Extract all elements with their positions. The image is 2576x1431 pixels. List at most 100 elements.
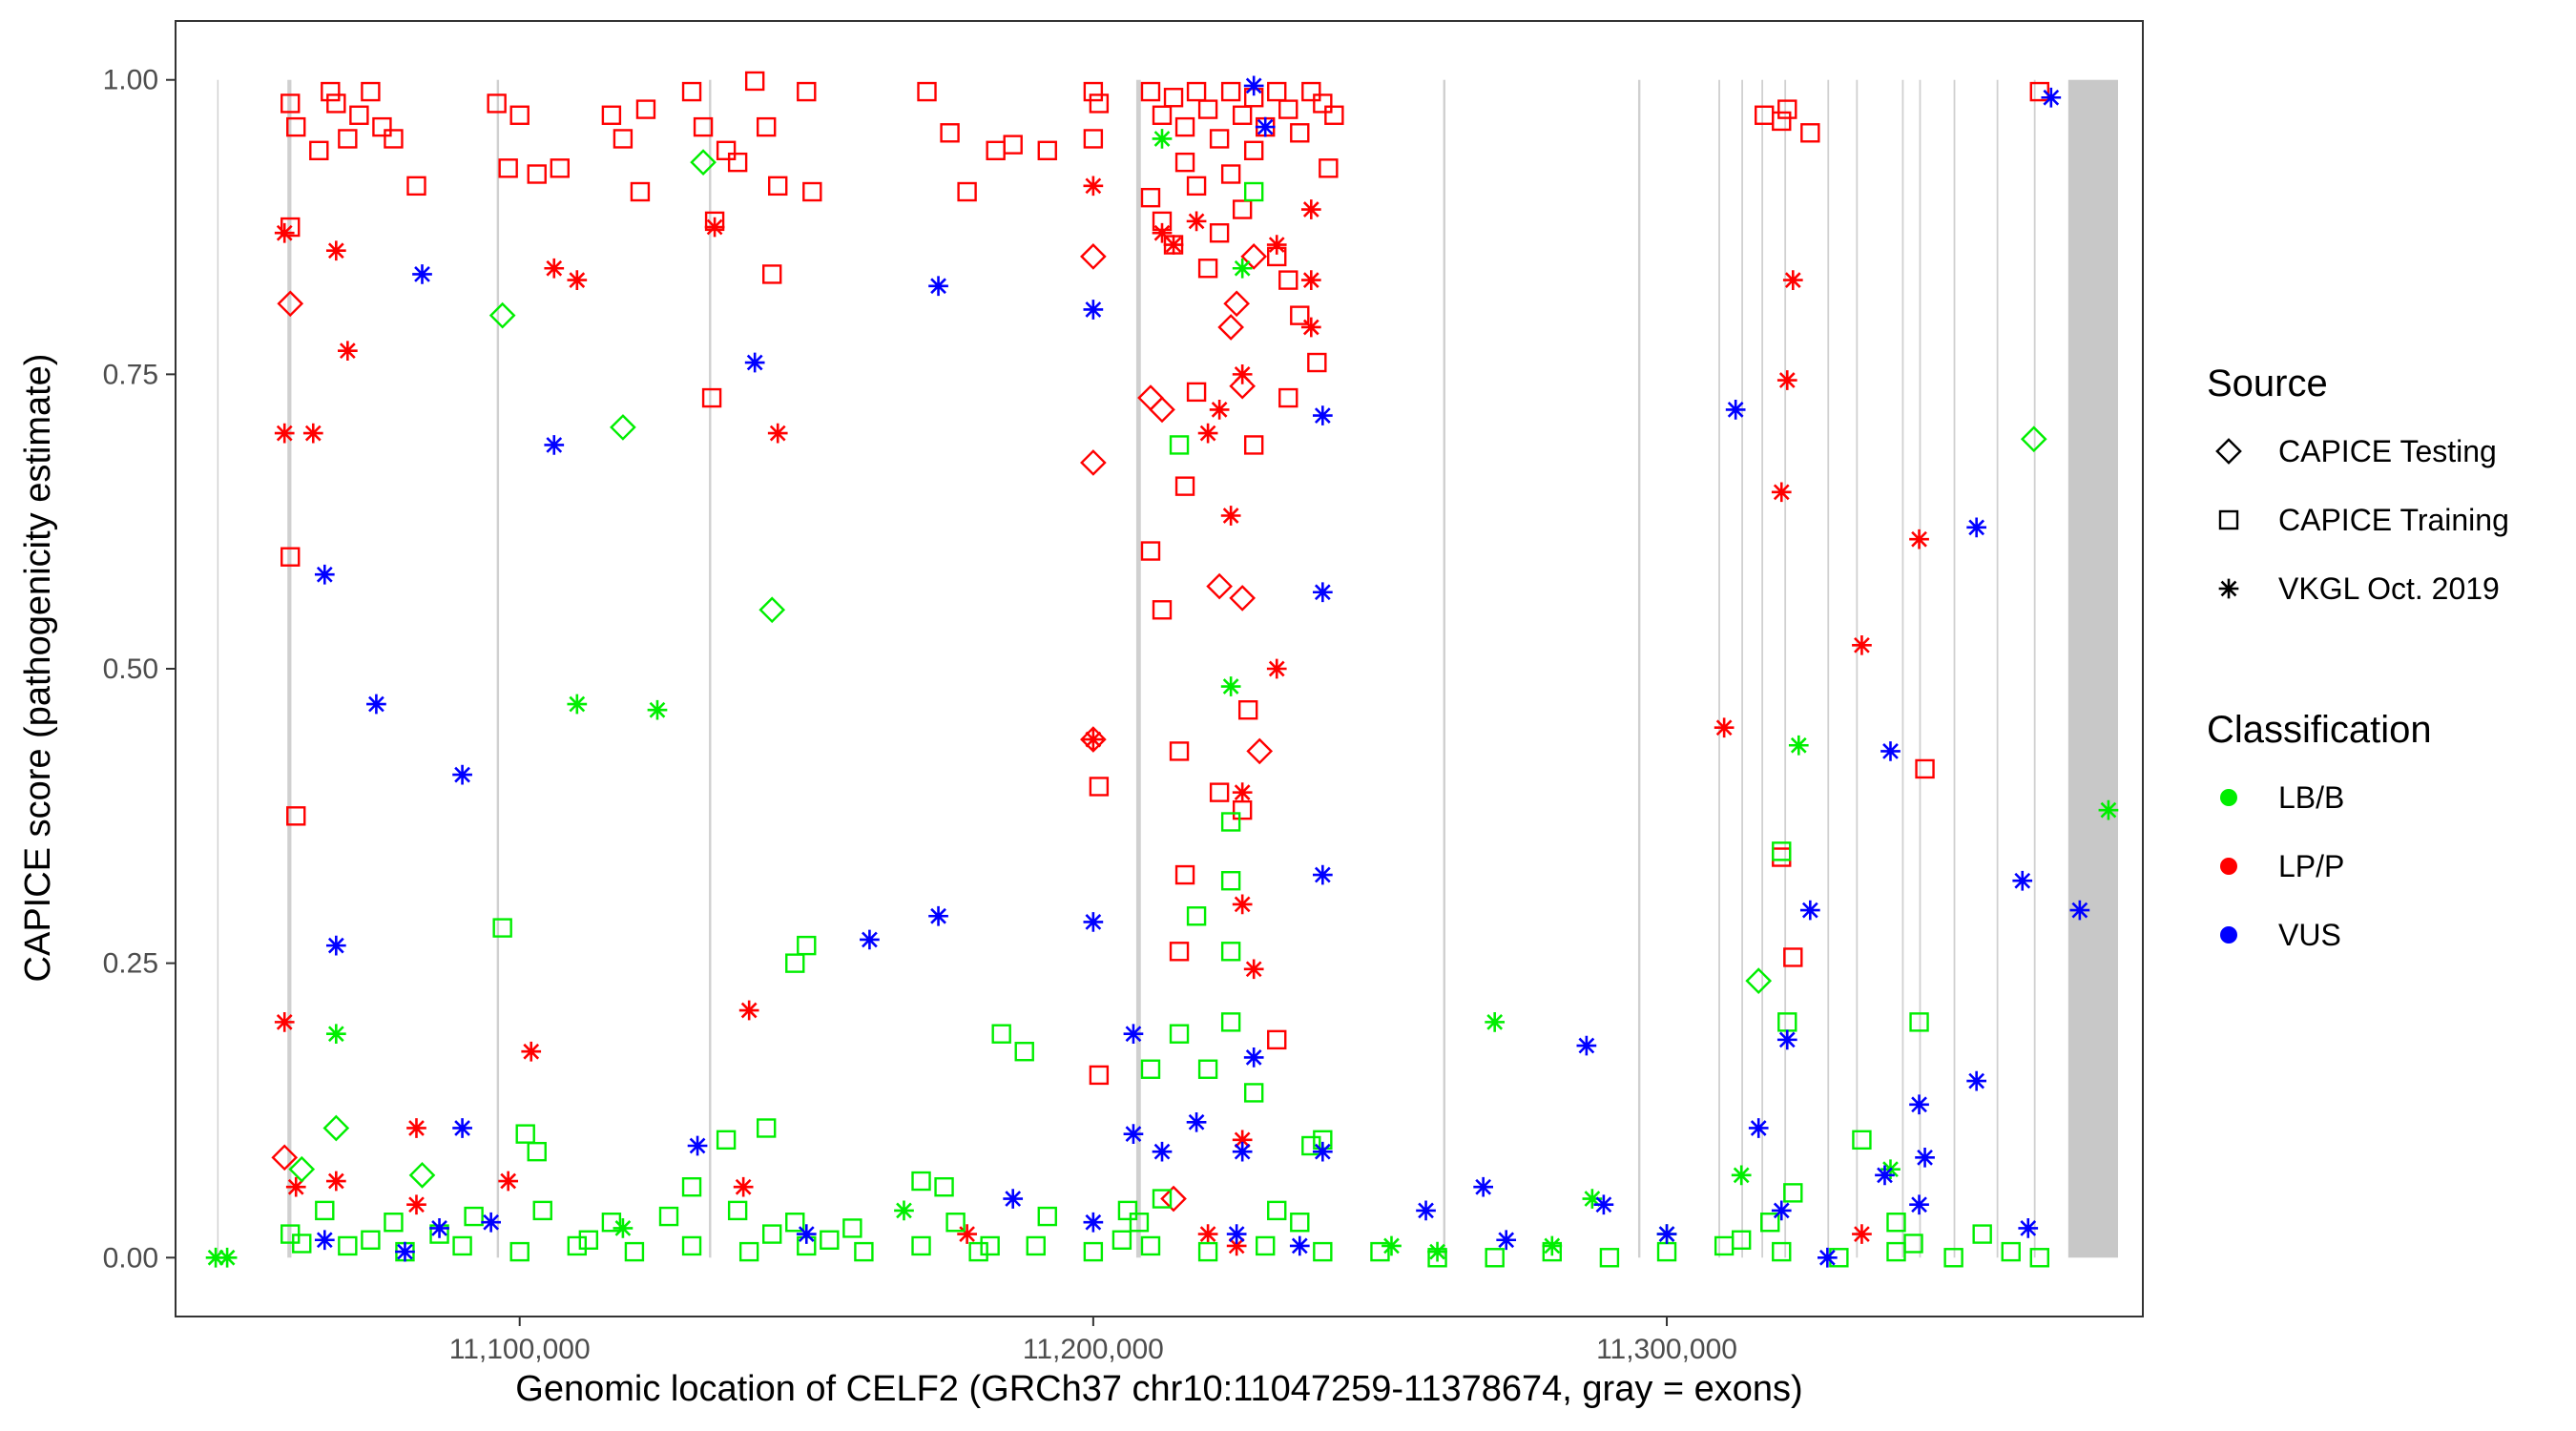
data-point [1772,111,1792,132]
legend-source-title: Source [2207,363,2328,404]
data-point [521,1041,542,1062]
data-point [1966,1070,1987,1091]
data-point [701,387,722,408]
data-point [1725,400,1746,420]
data-point [1037,140,1057,161]
exon-band [1784,79,1787,1258]
data-point [406,176,426,197]
data-point [567,694,588,715]
legend-class-items: LB/B LP/P VUS [2220,780,2344,952]
data-point [1237,700,1258,720]
data-point [1416,1200,1436,1221]
data-point [1290,305,1310,325]
data-point [1307,352,1327,373]
data-point [1223,290,1251,318]
data-point [1117,1200,1138,1221]
data-point [1037,1206,1057,1227]
legend-class-label: LB/B [2278,780,2344,815]
data-point [738,1000,759,1021]
y-axis: 0.00 0.25 0.50 0.75 1.00 [103,65,176,1274]
data-point [1319,158,1339,178]
exon-band [1953,79,1956,1258]
data-point [1111,1230,1132,1250]
data-point [1267,81,1287,102]
data-point [842,1218,862,1238]
data-point [1220,812,1241,832]
data-point [1206,572,1233,600]
data-point [1656,1224,1677,1244]
data-point [1220,164,1241,184]
data-point [325,1171,346,1192]
data-point [1232,782,1253,802]
legend-source-items: CAPICE Testing CAPICE Training VKGL Oct. 2… [2215,434,2509,606]
data-point [1186,211,1207,232]
data-point [1267,1029,1287,1050]
data-point [613,129,634,149]
data-point [280,217,301,238]
data-point [1243,140,1264,161]
data-point [1243,435,1264,455]
data-point [1852,1130,1872,1151]
data-point [1731,1230,1752,1250]
data-point [1266,235,1287,255]
data-point [1243,959,1264,980]
data-point [2029,1248,2049,1268]
data-point [1783,1183,1803,1203]
data-point [1197,1224,1218,1244]
data-point [1783,947,1803,967]
legend-class-label: LP/P [2278,849,2344,883]
data-point [338,129,358,149]
data-point [681,1235,702,1256]
data-point [274,1012,295,1032]
data-point [1232,199,1253,219]
data-point [1174,116,1195,137]
data-point [1197,423,1218,444]
data-point [1818,1247,1838,1268]
data-point [820,1230,840,1250]
exon-band [1761,79,1764,1258]
data-point [1915,758,1935,779]
data-point [314,564,335,585]
data-point [911,1171,931,1192]
data-point [1381,1235,1402,1256]
data-point [1772,841,1792,861]
data-point [1777,99,1797,119]
data-point [372,116,392,137]
data-point [274,423,295,444]
legend: Source CAPICE Testing CAPICE Training VKGL… [2207,363,2509,952]
data-point [1083,176,1104,197]
data-point [1197,259,1218,279]
data-point [1232,1141,1253,1162]
data-point [1714,717,1735,738]
y-axis-title: CAPICE score (pathogenicity estimate) [18,354,58,983]
data-point [1174,864,1195,885]
legend-class-marker [2220,858,2237,875]
data-point [762,1224,782,1244]
data-point [690,149,717,176]
data-point [630,181,651,202]
data-point [1301,1135,1321,1156]
data-point [1083,1241,1104,1262]
data-point [940,123,960,143]
data-point [1220,506,1241,526]
data-point [1240,243,1268,270]
data-point [1255,116,1276,137]
exon-band [1135,79,1141,1258]
data-point [1152,600,1173,620]
data-point [492,918,512,938]
data-point [1485,1012,1506,1032]
legend-classification-title: Classification [2207,709,2432,751]
data-point [1731,1165,1752,1186]
exon-band [1901,79,1904,1258]
data-point [1852,1224,1872,1244]
data-point [2001,1241,2021,1262]
data-point [1243,1083,1264,1103]
data-point [1909,1012,1929,1032]
data-point [321,81,341,102]
data-point [1772,1241,1792,1262]
data-point [1915,1147,1935,1168]
data-point [647,699,668,720]
data-point [727,1200,748,1221]
data-point [217,1247,238,1268]
